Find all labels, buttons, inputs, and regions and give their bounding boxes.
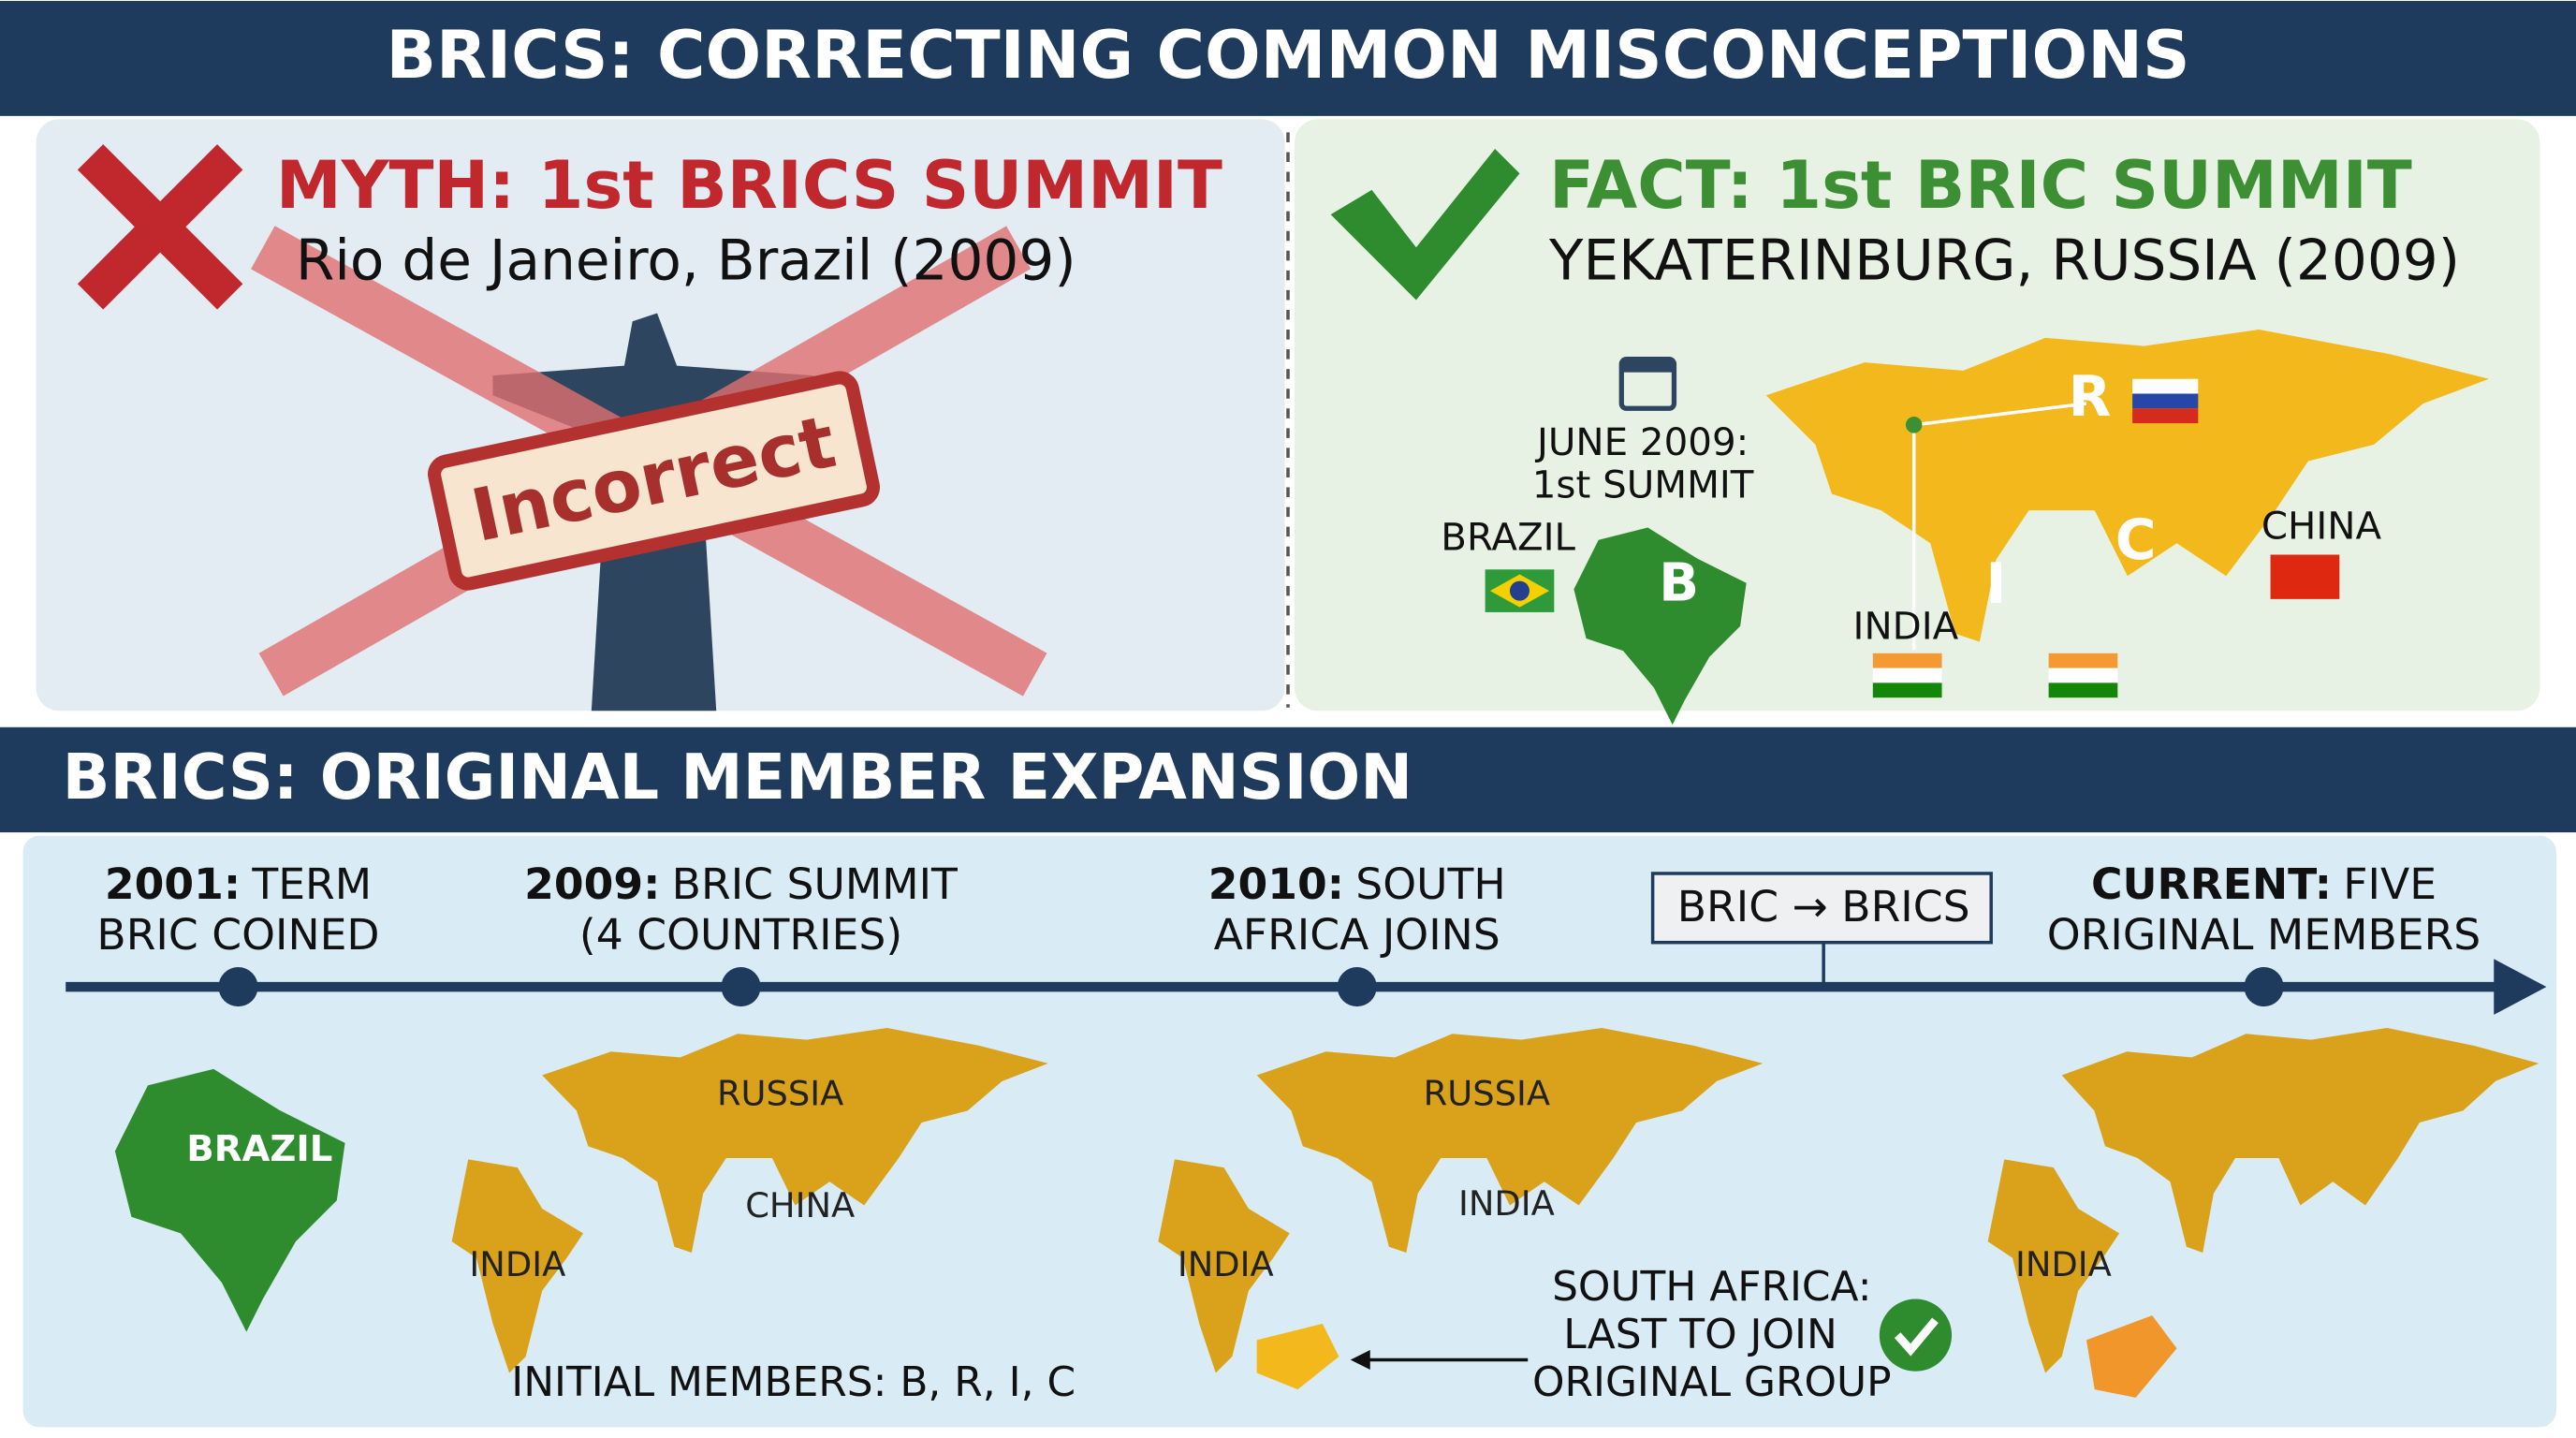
country-letter: C [2115,508,2157,573]
event-year: CURRENT: [2091,859,2332,909]
country-label: CHINA [2261,504,2382,548]
country-letter: R [2069,365,2112,430]
india-flag [1872,653,1942,698]
event-text: TERM [251,859,372,909]
russia-flag [2132,378,2199,424]
china-flag [2270,554,2340,599]
event-dot [721,967,761,1007]
map-label: RUSSIA [1424,1073,1550,1113]
country-label: BRAZIL [1441,516,1575,560]
event-label: 2001: TERM [105,859,372,909]
date-note: 1st SUMMIT [1532,463,1754,507]
event-text: BRIC COINED [96,910,379,960]
map-label: BRAZIL [186,1128,332,1170]
event-label: CURRENT: FIVE [2091,859,2437,909]
south-africa-map [2086,1315,2177,1398]
country-label: INDIA [1853,604,1959,648]
callout-box [1650,872,1993,945]
section-bar [0,726,2576,833]
callout-text: BRIC → BRICS [1677,882,1970,932]
event-text: BRIC SUMMIT [672,859,958,909]
summit-dot [1905,417,1923,433]
event-text: (4 COUNTRIES) [579,910,902,960]
map-label: INDIA [469,1244,565,1284]
event-dot [218,967,258,1007]
south-africa-note: LAST TO JOIN [1563,1311,1837,1358]
myth-heading: MYTH: 1st BRICS SUMMIT [276,147,1222,224]
map-label: INDIA [1178,1244,1274,1284]
event-dot [2244,967,2284,1007]
section-title: BRICS: ORIGINAL MEMBER EXPANSION [63,741,1412,814]
header-title: BRICS: CORRECTING COMMON MISCONCEPTIONS [386,17,2189,94]
event-text: SOUTH [1355,859,1505,909]
event-year: 2001: [105,859,241,909]
event-dot [1337,967,1377,1007]
country-letter: B [1659,552,1699,613]
header-bar [0,1,2576,116]
event-label: 2009: BRIC SUMMIT [524,859,958,909]
initial-note: INITIAL MEMBERS: B, R, I, C [511,1358,1076,1406]
event-year: 2010: [1208,859,1344,909]
check-badge [1879,1299,1953,1372]
map-label: INDIA [1458,1183,1555,1224]
event-text: FIVE [2343,859,2437,909]
timeline-arrow [2494,959,2547,1015]
calendar-icon [1618,357,1677,411]
map-label: CHINA [745,1185,855,1225]
map-label: RUSSIA [717,1073,843,1113]
pointer [1911,402,2087,651]
note-arrow-head [1350,1349,1370,1371]
event-label: 2010: SOUTH [1208,859,1506,909]
country-letter: I [1985,552,2006,617]
south-africa-note: SOUTH AFRICA: [1552,1263,1871,1311]
event-text: ORIGINAL MEMBERS [2047,910,2481,960]
fact-heading: FACT: 1st BRIC SUMMIT [1549,147,2412,224]
myth-detail: Rio de Janeiro, Brazil (2009) [296,228,1076,293]
event-text: AFRICA JOINS [1214,910,1500,960]
x-icon [77,144,243,310]
date-note: JUNE 2009: [1534,420,1749,464]
event-year: 2009: [524,859,660,909]
south-africa-note: ORIGINAL GROUP [1532,1358,1892,1406]
fact-detail: YEKATERINBURG, RUSSIA (2009) [1548,228,2460,293]
map-label: INDIA [2015,1244,2112,1284]
check-icon [1330,148,1520,301]
india-flag [2048,653,2118,698]
brazil-flag [1485,569,1555,612]
